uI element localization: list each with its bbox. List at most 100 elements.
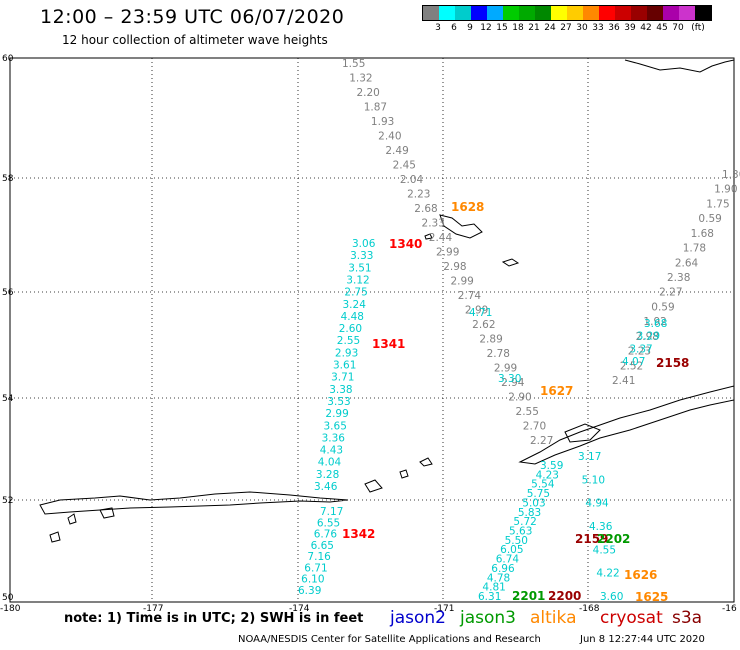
color-swatch [631, 6, 647, 20]
wave-height-value: 2.99 [450, 276, 473, 288]
wave-height-value: 1.78 [683, 243, 706, 255]
color-scale-label: 15 [496, 23, 508, 33]
wave-height-value: 1.90 [714, 184, 737, 196]
color-scale-label: 39 [624, 23, 636, 33]
color-scale-label: 27 [560, 23, 572, 33]
wave-height-value: 6.31 [478, 591, 501, 603]
lon-label: -171 [434, 604, 454, 614]
wave-height-value: 3.68 [644, 318, 667, 330]
wave-height-value: 3.60 [600, 591, 623, 603]
wave-height-value: 6.55 [317, 517, 340, 529]
wave-height-value: 3.37 [629, 343, 652, 355]
legend-s3a: s3a [672, 608, 703, 628]
wave-height-value: 6.10 [301, 574, 324, 586]
wave-height-value: 3.33 [350, 250, 373, 262]
wave-height-value: 5.83 [518, 507, 541, 519]
color-swatch [695, 6, 711, 20]
map-frame [9, 57, 735, 603]
color-swatch [599, 6, 615, 20]
wave-height-value: 1.30 [722, 169, 740, 181]
pass-time-label: 2202 [597, 532, 630, 546]
legend-jason2: jason2 [390, 608, 446, 628]
island [501, 258, 520, 267]
color-scale-label: 33 [592, 23, 604, 33]
color-scale-label: 24 [544, 23, 556, 33]
pass-time-label: 2159 [575, 532, 608, 546]
color-swatch [615, 6, 631, 20]
wave-height-value: 2.99 [465, 305, 488, 317]
wave-height-value: 4.36 [589, 521, 613, 533]
wave-height-value: 2.27 [659, 287, 682, 299]
wave-height-value: 2.45 [393, 160, 416, 172]
wave-height-value: 7.17 [320, 506, 343, 518]
color-swatch [503, 6, 519, 20]
page-title: 12:00 – 23:59 UTC 06/07/2020 [40, 6, 345, 28]
wave-height-value: 2.70 [523, 421, 546, 433]
pass-time-label: 1340 [389, 237, 422, 251]
wave-height-value: 2.75 [344, 287, 367, 299]
wave-height-value: 2.94 [501, 377, 525, 389]
island-st-matthew [439, 214, 483, 239]
wave-height-value: 2.38 [667, 272, 690, 284]
wave-height-value: 3.30 [498, 373, 521, 385]
island [364, 479, 383, 493]
legend-altika: altika [530, 608, 577, 628]
wave-height-value: 4.94 [585, 498, 609, 510]
wave-height-value: 1.68 [691, 228, 714, 240]
wave-height-value: 6.76 [314, 529, 338, 541]
wave-height-value: 2.23 [407, 189, 430, 201]
color-swatch [583, 6, 599, 20]
wave-height-value: 3.12 [346, 274, 369, 286]
wave-height-value: 2.52 [620, 360, 643, 372]
wave-height-value: 2.49 [385, 145, 408, 157]
lat-label: 54 [2, 394, 14, 404]
lat-label: 60 [2, 54, 14, 64]
wave-height-value: 3.38 [329, 384, 352, 396]
lat-label: 52 [2, 496, 13, 506]
wave-height-value: 2.74 [458, 290, 482, 302]
wave-height-value: 2.99 [436, 247, 459, 259]
color-scale-ticks: 3 6 9 12 15 18 21 24 27 30 33 36 39 42 45 70 (ft) [422, 21, 712, 35]
wave-height-value: 1.87 [364, 102, 387, 114]
footer-note: note: 1) Time is in UTC; 2) SWH is in fe… [64, 611, 364, 626]
wave-height-value: 1.55 [342, 58, 365, 70]
wave-height-value: 2.60 [339, 323, 362, 335]
wave-height-value: 4.71 [469, 307, 492, 319]
legend-cryosat: cryosat [600, 608, 663, 628]
wave-height-value: 3.51 [348, 262, 371, 274]
wave-height-value: 3.17 [578, 451, 601, 463]
lon-label: -177 [143, 604, 163, 614]
wave-height-value: 6.74 [496, 554, 520, 566]
wave-height-value: 2.41 [612, 375, 635, 387]
page-subtitle: 12 hour collection of altimeter wave hei… [62, 33, 328, 47]
island [49, 531, 61, 543]
wave-height-value: 6.71 [304, 562, 327, 574]
wave-height-value: 3.53 [327, 396, 350, 408]
wave-height-value: 2.44 [429, 232, 453, 244]
color-scale-label: 9 [467, 23, 473, 33]
wave-height-value: 6.39 [298, 585, 321, 597]
color-scale-label: (ft) [691, 23, 705, 33]
color-swatch [567, 6, 583, 20]
color-scale-label: 18 [512, 23, 524, 33]
wave-height-value: 2.98 [443, 261, 466, 273]
color-scale-label: 6 [451, 23, 457, 33]
wave-height-value: 2.20 [356, 87, 379, 99]
island [419, 457, 433, 467]
wave-height-value: 2.40 [378, 131, 401, 143]
wave-height-value: 1.75 [706, 198, 729, 210]
wave-height-value: 2.64 [675, 257, 699, 269]
legend-jason3: jason3 [460, 608, 516, 628]
wave-height-value: 2.90 [508, 392, 531, 404]
wave-height-value: 5.50 [505, 535, 528, 547]
wave-height-value: 6.05 [500, 544, 523, 556]
color-swatch [439, 6, 455, 20]
wave-height-value: 4.81 [482, 582, 505, 594]
color-swatch [679, 6, 695, 20]
wave-height-value: 5.54 [531, 479, 555, 491]
wave-height-color-scale: 3 6 9 12 15 18 21 24 27 30 33 36 39 42 45 70 (ft) [422, 5, 712, 35]
color-swatch [487, 6, 503, 20]
map-grid [10, 58, 734, 602]
pass-time-label: 1341 [372, 337, 405, 351]
wave-height-value: 0.59 [698, 213, 721, 225]
